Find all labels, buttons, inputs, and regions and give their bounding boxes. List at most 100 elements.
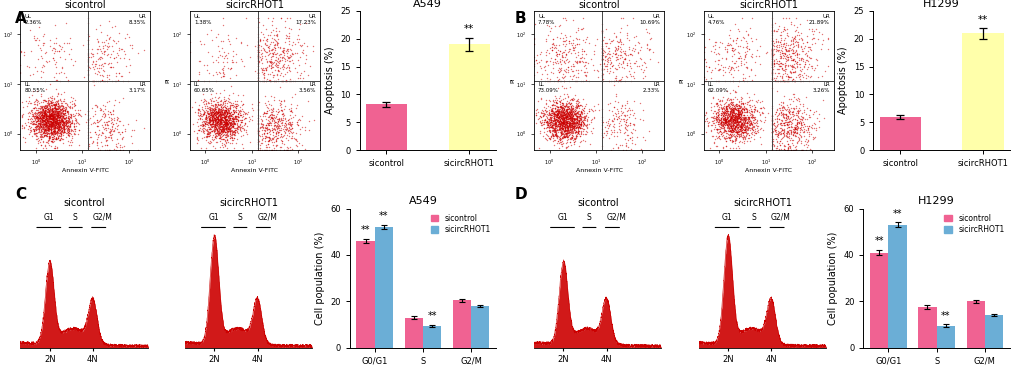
Point xyxy=(618,132,634,138)
Point xyxy=(734,117,750,123)
Point xyxy=(214,126,230,131)
Point xyxy=(288,143,305,149)
Point xyxy=(34,117,50,123)
Point xyxy=(33,142,49,148)
Point xyxy=(281,58,298,64)
Point xyxy=(45,111,61,117)
Point xyxy=(537,67,553,73)
Point xyxy=(287,78,304,83)
Point xyxy=(41,110,57,116)
Point xyxy=(785,57,801,63)
Point xyxy=(227,116,244,122)
Point xyxy=(275,47,291,53)
Point xyxy=(717,105,734,111)
Point xyxy=(741,138,757,143)
Point xyxy=(43,119,59,124)
Point xyxy=(787,125,803,131)
Point xyxy=(594,71,610,76)
Point xyxy=(796,70,812,75)
Point xyxy=(209,129,225,135)
Point xyxy=(37,120,53,126)
Point xyxy=(204,134,220,140)
Point xyxy=(562,142,579,148)
Point xyxy=(198,137,214,143)
Point xyxy=(764,63,781,69)
Point xyxy=(39,115,55,121)
Point xyxy=(46,111,62,117)
Point xyxy=(51,108,67,113)
Point xyxy=(270,60,286,66)
Point xyxy=(227,101,244,107)
Y-axis label: PI: PI xyxy=(0,78,1,83)
Point xyxy=(791,105,807,111)
Point xyxy=(576,56,592,61)
Point xyxy=(36,110,52,116)
Point xyxy=(30,113,46,119)
Point xyxy=(60,118,76,124)
Point xyxy=(733,131,749,137)
Point xyxy=(240,117,257,123)
Point xyxy=(254,37,270,43)
Point xyxy=(49,114,65,120)
Point xyxy=(578,121,594,127)
Point xyxy=(117,126,133,132)
Point xyxy=(564,134,580,140)
Point xyxy=(552,104,569,110)
Point xyxy=(770,146,787,152)
Point xyxy=(716,127,733,133)
Point xyxy=(219,121,235,127)
Point xyxy=(585,114,601,120)
Point xyxy=(547,117,564,123)
Point xyxy=(38,105,54,111)
Point xyxy=(42,114,58,120)
Point xyxy=(189,119,205,125)
Point xyxy=(593,67,609,73)
Point xyxy=(273,101,289,107)
Point xyxy=(610,40,627,45)
Point xyxy=(609,144,626,150)
Point xyxy=(207,106,223,112)
Point xyxy=(733,127,749,133)
Point xyxy=(239,42,256,48)
Point xyxy=(214,111,230,117)
Point xyxy=(208,119,224,125)
Point xyxy=(535,125,551,131)
Point xyxy=(526,35,542,41)
Point xyxy=(763,32,780,38)
Point xyxy=(542,70,558,75)
Point xyxy=(727,106,743,112)
Point xyxy=(35,118,51,124)
Point xyxy=(81,51,97,57)
Point xyxy=(285,51,302,56)
Point xyxy=(262,59,278,65)
Point xyxy=(800,26,816,32)
Point xyxy=(564,122,580,128)
Point xyxy=(58,123,74,128)
Point xyxy=(770,45,787,51)
Point xyxy=(543,120,559,126)
Point xyxy=(66,124,83,130)
Point xyxy=(622,146,638,152)
Point xyxy=(54,108,70,114)
Point xyxy=(790,107,806,113)
Point xyxy=(118,31,135,37)
Point xyxy=(538,36,554,42)
Point xyxy=(782,101,798,107)
Point xyxy=(31,127,47,132)
Point xyxy=(24,127,41,132)
Point xyxy=(260,120,276,126)
Point xyxy=(51,108,67,114)
Point xyxy=(91,131,107,137)
Point xyxy=(607,111,624,117)
Point xyxy=(555,102,572,108)
Point xyxy=(70,111,87,116)
Point xyxy=(555,91,572,97)
Point xyxy=(276,141,292,147)
Point xyxy=(719,121,736,127)
Point xyxy=(556,123,573,129)
Point xyxy=(549,104,566,109)
Point xyxy=(207,124,223,130)
Point xyxy=(558,127,575,133)
Point xyxy=(281,122,298,127)
Point xyxy=(214,102,230,108)
